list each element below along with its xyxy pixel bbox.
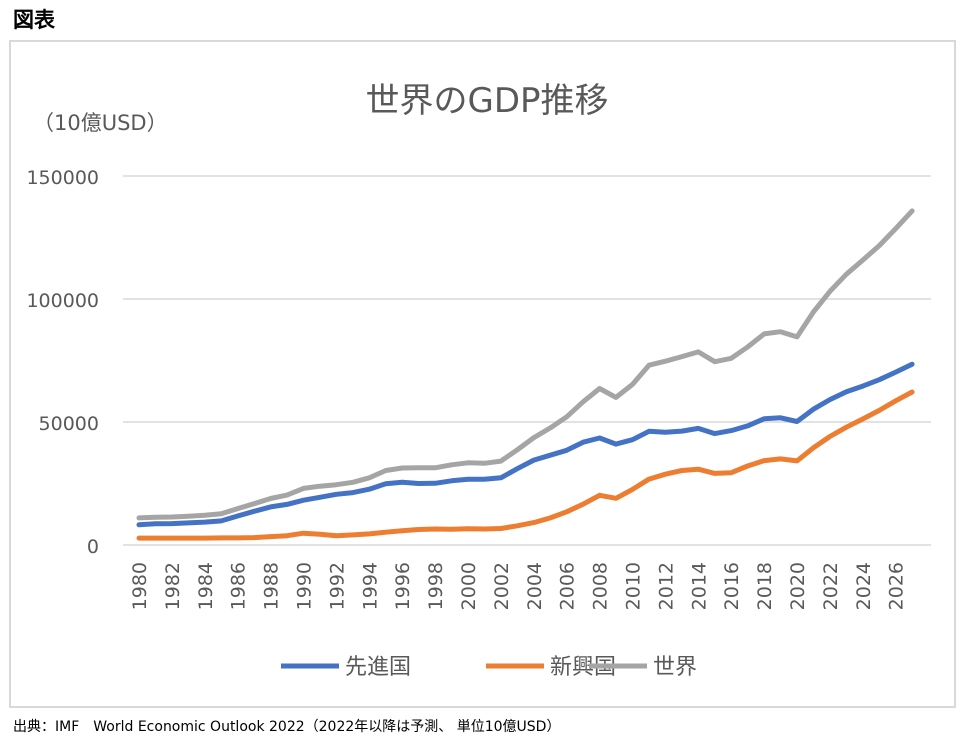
- x-tick-label: 2004: [524, 562, 546, 610]
- line-chart: 世界のGDP推移 （10億USD） 0 50000 100000 150000 198…: [26, 81, 931, 680]
- x-tick-label: 1988: [261, 562, 283, 610]
- x-tick-label: 1984: [195, 562, 217, 610]
- legend-label: 世界: [653, 655, 697, 680]
- x-tick-label: 1982: [162, 562, 184, 610]
- legend-label: 先進国: [345, 655, 411, 680]
- chart-title: 世界のGDP推移: [365, 81, 608, 121]
- x-tick-label: 1994: [359, 562, 381, 610]
- figure-heading: 図表: [13, 8, 55, 32]
- x-tick-label: 2002: [491, 562, 513, 610]
- x-tick-label: 2026: [886, 562, 908, 610]
- x-tick-label: 2006: [557, 562, 579, 610]
- y-tick-label: 150000: [26, 167, 99, 189]
- series-lines: [136, 208, 915, 541]
- series-line: [136, 208, 915, 521]
- x-tick-label: 2010: [623, 562, 645, 610]
- x-tick-label: 2008: [590, 562, 612, 610]
- x-tick-label: 2016: [721, 562, 743, 610]
- chart-frame: 世界のGDP推移 （10億USD） 0 50000 100000 150000 198…: [9, 40, 956, 708]
- x-tick-label: 2012: [655, 562, 677, 610]
- x-tick-label: 2014: [688, 562, 710, 610]
- y-tick-label: 50000: [39, 413, 99, 435]
- y-tick-label: 100000: [26, 290, 99, 312]
- x-tick-label: 1986: [228, 562, 250, 610]
- x-tick-label: 2024: [853, 562, 875, 610]
- series-line: [136, 389, 915, 541]
- source-note: 出典：IMF World Economic Outlook 2022（2022年…: [13, 719, 561, 735]
- x-tick-label: 2020: [787, 562, 809, 610]
- x-tick-label: 1980: [129, 562, 151, 610]
- y-tick-label: 0: [87, 536, 99, 558]
- x-tick-label: 2022: [820, 562, 842, 610]
- gridlines: [123, 175, 931, 546]
- series-line: [136, 361, 915, 528]
- x-tick-label: 1998: [425, 562, 447, 610]
- legend: 先進国 新興国 世界: [281, 655, 697, 680]
- y-axis-label: （10億USD）: [33, 111, 168, 135]
- y-tick-labels: 0 50000 100000 150000: [26, 167, 99, 558]
- x-tick-label: 2018: [754, 562, 776, 610]
- x-tick-label: 1992: [326, 562, 348, 610]
- x-tick-label: 1990: [294, 562, 316, 610]
- x-tick-label: 2000: [458, 562, 480, 610]
- x-tick-labels: 1980 1982 1984 1986 1988 1990 1992 1994 1996 1998…: [129, 562, 908, 610]
- x-tick-label: 1996: [392, 562, 414, 610]
